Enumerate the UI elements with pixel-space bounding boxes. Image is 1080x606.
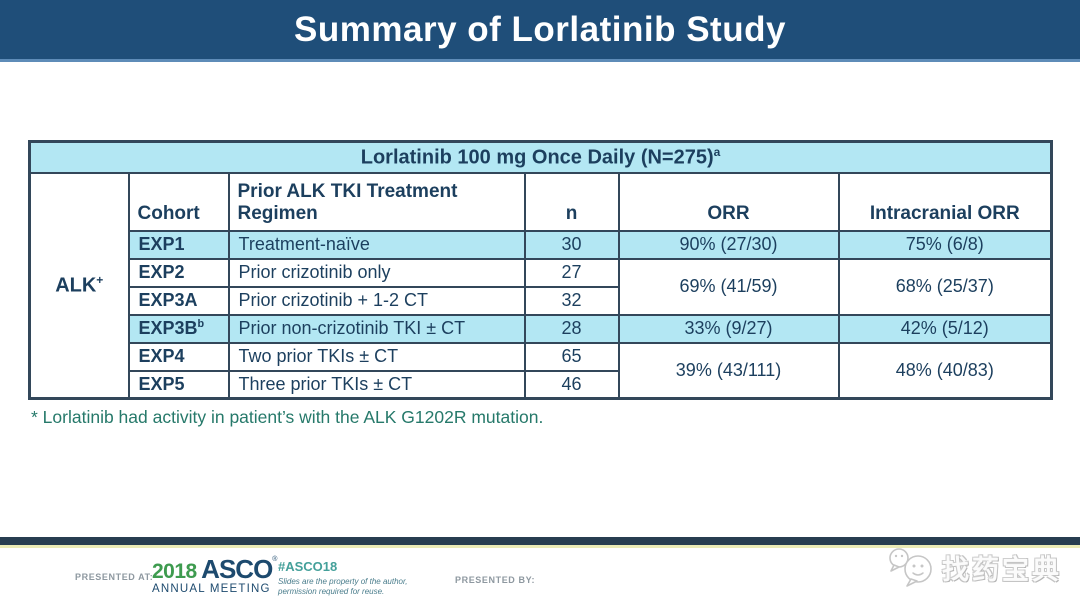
cell-intracranial-orr-merged: 48% (40/83): [837, 341, 1053, 400]
table-row-exp3b: EXP3Bb Prior non-crizotinib TKI ± CT 28 …: [30, 313, 1053, 344]
hashtag-block: #ASCO18 Slides are the property of the a…: [278, 559, 407, 598]
cell-orr: 33% (9/27): [617, 313, 840, 344]
cell-cohort: EXP3A: [127, 285, 230, 316]
chat-bubbles-icon: [889, 548, 932, 587]
asco-logo-registered-mark: ®: [272, 556, 278, 563]
cell-cohort: EXP3Bb: [127, 313, 230, 344]
footer-divider-band: [0, 537, 1080, 545]
col-header-orr: ORR: [617, 171, 840, 232]
asco-logo-org: ASCO: [201, 554, 273, 584]
cell-n: 30: [523, 229, 620, 260]
cell-regimen: Prior crizotinib + 1-2 CT: [227, 285, 526, 316]
table-header-row: ALK+ Cohort Prior ALK TKI Treatment Regi…: [28, 171, 1053, 400]
cell-regimen: Prior crizotinib only: [227, 257, 526, 288]
cell-n: 32: [523, 285, 620, 316]
cell-regimen: Two prior TKIs ± CT: [227, 341, 526, 372]
disclaimer-line-2: permission required for reuse.: [278, 587, 385, 597]
cell-cohort: EXP4: [127, 341, 230, 372]
cell-cohort: EXP2: [127, 257, 230, 288]
asco-meeting-logo: 2018 ASCO® ANNUAL MEETING: [152, 556, 277, 596]
cell-regimen: Three prior TKIs ± CT: [227, 369, 526, 400]
cell-cohort: EXP5: [127, 369, 230, 400]
cell-intracranial-orr: 75% (6/8): [837, 229, 1053, 260]
slide-title-bar: Summary of Lorlatinib Study: [0, 0, 1080, 62]
watermark: 找药宝典: [886, 546, 1062, 588]
cohort-superscript: b: [197, 318, 205, 331]
table-title-cell: Lorlatinib 100 mg Once Daily (N=275)a: [28, 140, 1053, 174]
cell-orr-merged: 69% (41/59): [617, 257, 840, 316]
footer-divider-line: [0, 545, 1080, 548]
table-row-exp3a: EXP3A Prior crizotinib + 1-2 CT 32: [30, 285, 1052, 316]
asco-logo-year: 2018: [152, 560, 197, 583]
table-row-exp2: EXP2 Prior crizotinib only 27 69% (41/59…: [30, 257, 1053, 316]
row-group-label: ALK: [55, 274, 97, 297]
cell-cohort: EXP1: [127, 229, 230, 260]
row-group-superscript: +: [96, 273, 104, 288]
presented-by-label: PRESENTED BY:: [455, 575, 536, 585]
col-header-intracranial-orr: Intracranial ORR: [837, 171, 1053, 232]
table-title-row: Lorlatinib 100 mg Once Daily (N=275)a: [28, 140, 1053, 174]
table-row-exp5: EXP5 Three prior TKIs ± CT 46: [30, 369, 1052, 400]
cohort-text: EXP3B: [138, 318, 198, 339]
col-header-regimen: Prior ALK TKI Treatment Regimen: [227, 171, 526, 232]
table-title-superscript: a: [713, 145, 721, 159]
cell-intracranial-orr-merged: 68% (25/37): [837, 257, 1053, 316]
asco-logo-top: 2018 ASCO®: [152, 556, 277, 582]
table-title-text: Lorlatinib 100 mg Once Daily (N=275): [360, 146, 714, 169]
row-group-cell-alk: ALK+: [28, 171, 130, 400]
footnote: * Lorlatinib had activity in patient’s w…: [31, 407, 544, 427]
cell-n: 28: [523, 313, 620, 344]
hashtag-text: #ASCO18: [278, 559, 338, 574]
presented-at-label: PRESENTED AT:: [75, 572, 154, 582]
table-row-exp1: EXP1 Treatment-naïve 30 90% (27/30) 75% …: [30, 229, 1053, 260]
cell-regimen: Treatment-naïve: [227, 229, 526, 260]
asco-logo-subtitle: ANNUAL MEETING: [152, 583, 271, 595]
results-table-container: Lorlatinib 100 mg Once Daily (N=275)a AL…: [28, 140, 1054, 401]
col-header-n: n: [523, 171, 620, 232]
cell-regimen: Prior non-crizotinib TKI ± CT: [227, 313, 526, 344]
col-header-cohort: Cohort: [127, 171, 230, 232]
cell-n: 46: [523, 369, 620, 400]
cell-orr-merged: 39% (43/111): [617, 341, 840, 400]
cell-n: 65: [523, 341, 620, 372]
cell-orr: 90% (27/30): [617, 229, 840, 260]
table-row-exp4: EXP4 Two prior TKIs ± CT 65 39% (43/111)…: [30, 341, 1053, 400]
cell-intracranial-orr: 42% (5/12): [837, 313, 1053, 344]
disclaimer-line-1: Slides are the property of the author,: [278, 577, 408, 586]
slide-disclaimer: Slides are the property of the author, p…: [278, 577, 407, 598]
lorlatinib-results-table: Lorlatinib 100 mg Once Daily (N=275)a AL…: [28, 140, 1054, 401]
page-title: Summary of Lorlatinib Study: [294, 9, 786, 49]
cell-n: 27: [523, 257, 620, 288]
watermark-text: 找药宝典: [942, 554, 1062, 585]
